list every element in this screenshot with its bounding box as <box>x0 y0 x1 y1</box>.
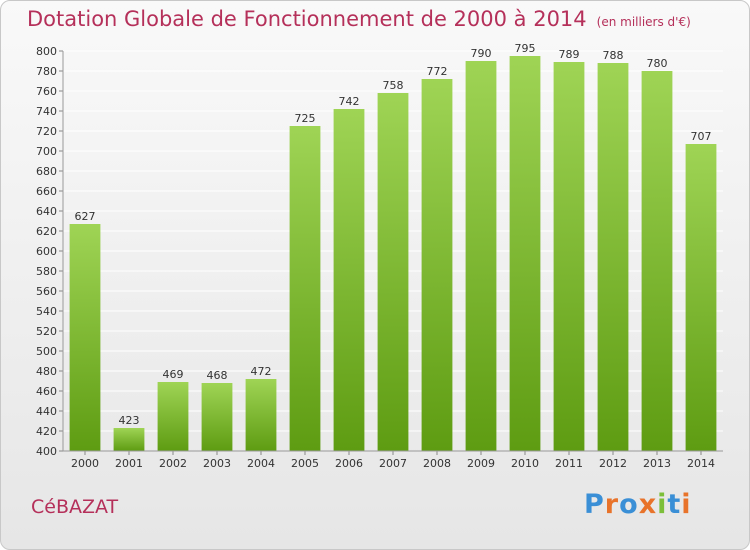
x-tick-label: 2004 <box>247 457 275 470</box>
bar <box>641 71 673 451</box>
data-label: 423 <box>119 414 140 427</box>
logo-letter: t <box>667 489 682 520</box>
data-label: 788 <box>603 49 624 62</box>
x-axis: 2000 2001 2002 2003 2004 2005 2006 2007 2008 2009… <box>63 450 723 470</box>
x-tick-label: 2003 <box>203 457 231 470</box>
chart-title-text: Dotation Globale de Fonctionnement de 20… <box>27 7 587 31</box>
y-tick-label: 640 <box>36 205 57 218</box>
data-label: 742 <box>339 95 360 108</box>
x-tick-label: 2010 <box>511 457 539 470</box>
x-tick-label: 2008 <box>423 457 451 470</box>
x-tick-label: 2001 <box>115 457 143 470</box>
data-label: 780 <box>647 57 668 70</box>
x-tick-label: 2006 <box>335 457 363 470</box>
bar <box>553 62 585 451</box>
data-label: 472 <box>251 365 272 378</box>
data-label: 468 <box>207 369 228 382</box>
y-tick-label: 700 <box>36 145 57 158</box>
bar <box>421 79 453 451</box>
logo-letter: o <box>619 489 639 520</box>
y-tick-label: 740 <box>36 105 57 118</box>
chart-subtitle: (en milliers d'€) <box>596 15 691 29</box>
x-tick-label: 2012 <box>599 457 627 470</box>
bar <box>685 144 717 451</box>
y-tick-label: 400 <box>36 445 57 458</box>
data-label: 790 <box>471 47 492 60</box>
bar <box>245 379 277 451</box>
data-label: 725 <box>295 112 316 125</box>
data-label: 795 <box>515 42 536 55</box>
x-tick-label: 2011 <box>555 457 583 470</box>
y-tick-label: 660 <box>36 185 57 198</box>
x-tick-label: 2007 <box>379 457 407 470</box>
bar <box>465 61 497 451</box>
y-tick-label: 720 <box>36 125 57 138</box>
logo-letter: i <box>681 489 692 520</box>
data-label: 772 <box>427 65 448 78</box>
x-tick-label: 2014 <box>687 457 715 470</box>
x-tick-label: 2009 <box>467 457 495 470</box>
y-tick-label: 460 <box>36 385 57 398</box>
y-tick-label: 760 <box>36 85 57 98</box>
y-tick-label: 680 <box>36 165 57 178</box>
bar <box>509 56 541 451</box>
y-tick-label: 600 <box>36 245 57 258</box>
commune-name: CéBAZAT <box>31 496 119 518</box>
x-tick-label: 2002 <box>159 457 187 470</box>
x-tick-label: 2005 <box>291 457 319 470</box>
bar <box>69 224 101 451</box>
y-axis: 400 420 440 460 480 500 520 540 560 580 600 620 640 6… <box>36 45 64 458</box>
x-tick-label: 2013 <box>643 457 671 470</box>
bar <box>157 382 189 451</box>
bars: 627 423 469 468 472 725 742 758 772 790 795 789 788 7… <box>69 42 717 451</box>
bar <box>333 109 365 451</box>
data-label: 789 <box>559 48 580 61</box>
logo-letter: P <box>584 489 605 520</box>
y-tick-label: 620 <box>36 225 57 238</box>
bar <box>201 383 233 451</box>
data-label: 707 <box>691 130 712 143</box>
y-tick-label: 560 <box>36 285 57 298</box>
data-label: 469 <box>163 368 184 381</box>
y-tick-label: 540 <box>36 305 57 318</box>
y-tick-label: 440 <box>36 405 57 418</box>
logo-letter: x <box>638 489 658 520</box>
bar <box>597 63 629 451</box>
x-tick-label: 2000 <box>71 457 99 470</box>
y-tick-label: 500 <box>36 345 57 358</box>
y-tick-label: 800 <box>36 45 57 58</box>
bar <box>377 93 409 451</box>
data-label: 627 <box>75 210 96 223</box>
logo-letter: r <box>604 489 620 520</box>
logo-letter: i <box>657 489 668 520</box>
y-tick-label: 580 <box>36 265 57 278</box>
y-tick-label: 520 <box>36 325 57 338</box>
bar <box>289 126 321 451</box>
y-tick-label: 780 <box>36 65 57 78</box>
y-tick-label: 480 <box>36 365 57 378</box>
bar <box>113 428 145 451</box>
y-tick-label: 420 <box>36 425 57 438</box>
proxiti-logo: Proxiti <box>584 489 692 520</box>
data-label: 758 <box>383 79 404 92</box>
chart-title: Dotation Globale de Fonctionnement de 20… <box>27 7 691 31</box>
